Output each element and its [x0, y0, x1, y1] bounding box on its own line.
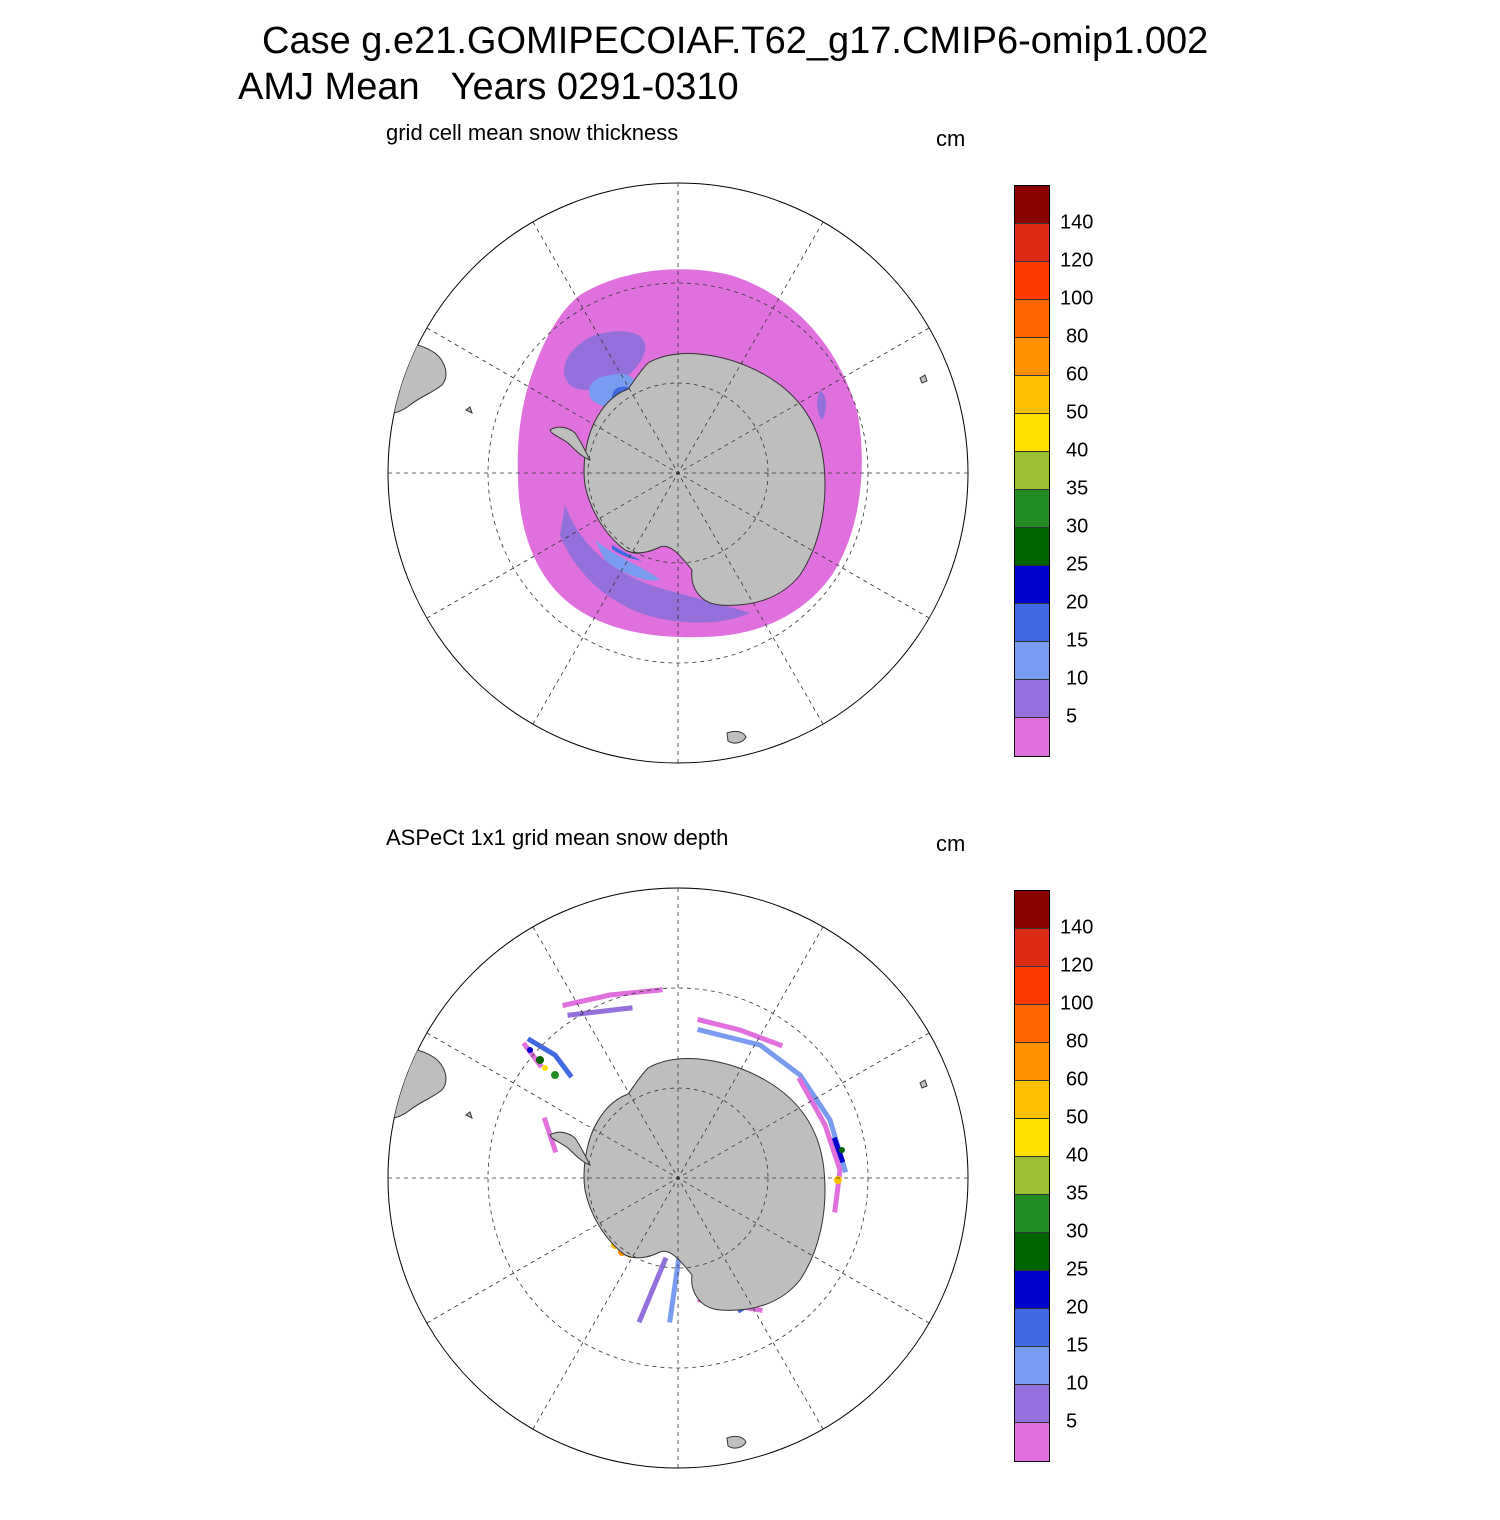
colorbar-swatch — [1015, 452, 1049, 490]
antarctica-landmass — [583, 353, 826, 606]
colorbar-swatch — [1015, 566, 1049, 604]
colorbar-swatch — [1015, 1081, 1049, 1119]
colorbar-swatch — [1015, 1423, 1049, 1461]
colorbar-swatch — [1015, 224, 1049, 262]
graticule — [388, 888, 968, 1468]
colorbar-tick-label: 10 — [1066, 1372, 1089, 1395]
colorbar-tick-label: 120 — [1060, 249, 1094, 272]
antarctic-peninsula — [549, 1131, 592, 1166]
colorbar-tick-label: 10 — [1066, 667, 1089, 690]
colorbar-tick-label: 30 — [1066, 1220, 1089, 1243]
colorbar-swatch — [1015, 967, 1049, 1005]
colorbar-tick-label: 30 — [1066, 515, 1089, 538]
colorbar-tick-label: 50 — [1066, 1106, 1089, 1129]
island-shape — [919, 374, 928, 384]
colorbar-swatch — [1015, 376, 1049, 414]
colorbar-tick-label: 40 — [1066, 1144, 1089, 1167]
colorbar-swatch — [1015, 680, 1049, 718]
polar-map — [387, 182, 969, 764]
colorbar-tick-label: 35 — [1066, 1182, 1089, 1205]
colorbar-tick-label: 100 — [1060, 992, 1094, 1015]
colorbar-swatch — [1015, 262, 1049, 300]
units-label: cm — [936, 126, 966, 151]
colorbar-tick-label: 20 — [1066, 591, 1089, 614]
colorbar-swatch — [1015, 1157, 1049, 1195]
colorbar-tick-label: 5 — [1066, 705, 1078, 728]
figure-title-period: AMJ Mean Years 0291-0310 — [238, 66, 739, 108]
colorbar-tick-label: 60 — [1066, 1068, 1089, 1091]
colorbar-swatch — [1015, 718, 1049, 756]
figure-title-case: Case g.e21.GOMIPECOIAF.T62_g17.CMIP6-omi… — [262, 20, 1209, 62]
map-panel-observations: ASPeCt 1x1 grid mean snow depth cm — [0, 820, 1500, 1520]
colorbar-swatch — [1015, 1309, 1049, 1347]
graticule — [388, 183, 968, 763]
island-shape — [465, 406, 473, 414]
colorbar-tick-label: 5 — [1066, 1410, 1078, 1433]
island-shape — [726, 1435, 747, 1449]
colorbar-tick-label: 80 — [1066, 325, 1089, 348]
colorbar-tick-label: 40 — [1066, 439, 1089, 462]
colorbar-tick-label: 80 — [1066, 1030, 1089, 1053]
antarctic-peninsula — [549, 426, 592, 461]
colorbar-swatch — [1015, 490, 1049, 528]
colorbar-swatch — [1015, 300, 1049, 338]
colorbar-swatch — [1015, 528, 1049, 566]
colorbar-swatch — [1015, 1347, 1049, 1385]
colorbar-swatch — [1015, 338, 1049, 376]
panel-title: ASPeCt 1x1 grid mean snow depth — [386, 825, 729, 850]
colorbar-swatch — [1015, 186, 1049, 224]
antarctica-landmass — [583, 1058, 826, 1311]
colorbar-tick-label: 120 — [1060, 954, 1094, 977]
colorbar-swatch — [1015, 1005, 1049, 1043]
colorbar-swatch — [1015, 414, 1049, 452]
map-panel-model: grid cell mean snow thickness cm — [0, 115, 1500, 815]
polar-map — [387, 887, 969, 1469]
colorbar-swatch — [1015, 1043, 1049, 1081]
colorbar-tick-label: 15 — [1066, 629, 1089, 652]
colorbar-tick-label: 35 — [1066, 477, 1089, 500]
colorbar-swatch — [1015, 1233, 1049, 1271]
colorbar-tick-label: 15 — [1066, 1334, 1089, 1357]
island-shape — [726, 730, 747, 744]
island-shape — [919, 1079, 928, 1089]
colorbar-tick-label: 25 — [1066, 1258, 1089, 1281]
colorbar — [1014, 890, 1050, 1462]
colorbar-swatch — [1015, 1195, 1049, 1233]
colorbar-tick-label: 25 — [1066, 553, 1089, 576]
colorbar-tick-label: 140 — [1060, 916, 1094, 939]
colorbar-tick-label: 60 — [1066, 363, 1089, 386]
units-label: cm — [936, 831, 966, 856]
colorbar-swatch — [1015, 1385, 1049, 1423]
island-shape — [465, 1111, 473, 1119]
colorbar-tick-label: 100 — [1060, 287, 1094, 310]
colorbar-swatch — [1015, 1271, 1049, 1309]
colorbar-swatch — [1015, 1119, 1049, 1157]
colorbar-tick-label: 50 — [1066, 401, 1089, 424]
colorbar-swatch — [1015, 929, 1049, 967]
colorbar-tick-label: 140 — [1060, 211, 1094, 234]
colorbar-tick-label: 20 — [1066, 1296, 1089, 1319]
colorbar — [1014, 185, 1050, 757]
colorbar-swatch — [1015, 891, 1049, 929]
panel-title: grid cell mean snow thickness — [386, 120, 679, 145]
colorbar-swatch — [1015, 604, 1049, 642]
colorbar-swatch — [1015, 642, 1049, 680]
